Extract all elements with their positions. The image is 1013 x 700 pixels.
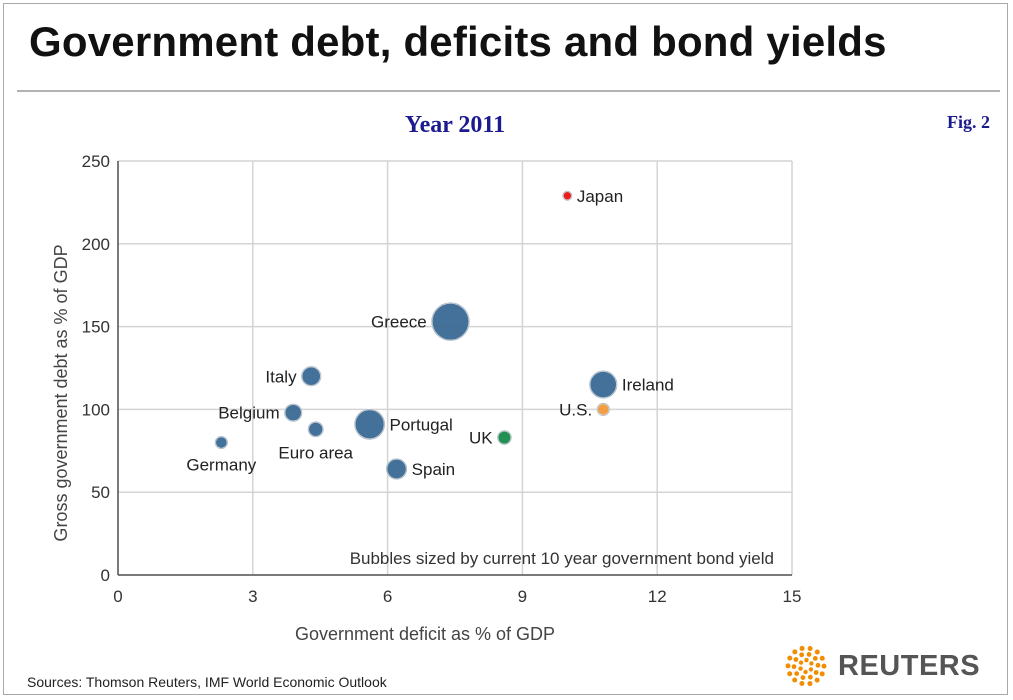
y-tick-label: 150 [82, 318, 110, 337]
x-axis-label: Government deficit as % of GDP [295, 624, 555, 644]
chart-annotation: Bubbles sized by current 10 year governm… [350, 549, 774, 568]
bubble-euro-area [307, 421, 324, 438]
label-japan: Japan [577, 187, 623, 206]
chart-subtitle: Year 2011 [404, 112, 506, 138]
y-tick-label: 250 [82, 152, 110, 171]
label-belgium: Belgium [218, 404, 279, 423]
sources-note: Sources: Thomson Reuters, IMF World Econ… [27, 674, 387, 690]
bubble-portugal [353, 408, 386, 440]
x-tick-label: 15 [783, 587, 802, 606]
reuters-dot-burst-icon [785, 645, 827, 687]
bubble-outline-italy [301, 366, 322, 387]
x-tick-label: 12 [648, 587, 667, 606]
bubble-u-s [596, 402, 611, 417]
bubble-outline-japan [562, 190, 573, 201]
x-tick-label: 6 [383, 587, 392, 606]
bubble-uk [496, 430, 512, 446]
bubble-belgium [283, 403, 303, 423]
bubble-outline-germany [214, 435, 228, 450]
reuters-logo: REUTERS [782, 642, 980, 690]
figure-label: Fig. 2 [947, 112, 990, 132]
label-euro-area: Euro area [278, 444, 353, 463]
label-ireland: Ireland [622, 376, 674, 395]
x-tick-label: 0 [113, 587, 122, 606]
bubble-japan [562, 190, 573, 202]
plot-area [118, 161, 792, 575]
x-tick-label: 9 [518, 587, 527, 606]
bubble-outline-portugal [354, 408, 386, 440]
y-tick-label: 100 [82, 400, 110, 419]
bubble-outline-ireland [589, 370, 618, 399]
y-tick-label: 50 [91, 483, 110, 502]
y-tick-label: 200 [82, 235, 110, 254]
label-u-s: U.S. [559, 400, 592, 419]
bubble-outline-uk [497, 430, 512, 445]
bubble-germany [214, 435, 229, 450]
y-axis-label: Gross government debt as % of GDP [51, 244, 71, 541]
chart-frame [3, 3, 1008, 695]
reuters-logo-text: REUTERS [838, 649, 981, 682]
bubble-italy [300, 365, 322, 387]
bubble-outline-u-s [596, 402, 610, 416]
label-germany: Germany [186, 456, 256, 475]
label-greece: Greece [371, 313, 427, 332]
bubble-outline-spain [386, 458, 408, 480]
bubble-greece [431, 302, 470, 342]
label-spain: Spain [412, 460, 455, 479]
x-tick-label: 3 [248, 587, 257, 606]
label-portugal: Portugal [390, 415, 453, 434]
bubble-outline-belgium [284, 403, 303, 422]
label-uk: UK [469, 429, 493, 448]
bubble-spain [385, 458, 408, 480]
bubble-ireland [588, 370, 618, 399]
bubble-outline-greece [431, 302, 470, 341]
bubble-outline-euro-area [307, 421, 324, 438]
y-tick-label: 0 [101, 566, 110, 585]
label-italy: Italy [265, 367, 297, 386]
page-title: Government debt, deficits and bond yield… [29, 18, 887, 65]
title-divider [17, 90, 1000, 92]
